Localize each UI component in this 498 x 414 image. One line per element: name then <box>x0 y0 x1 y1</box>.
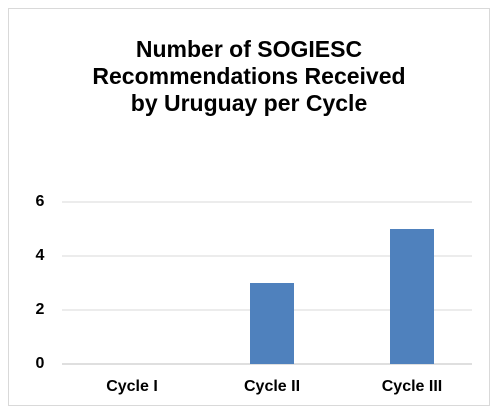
y-tick-label: 2 <box>36 301 45 318</box>
y-tick-label: 0 <box>36 355 45 372</box>
bar <box>390 229 434 364</box>
x-tick-label: Cycle II <box>244 378 300 395</box>
x-tick-label: Cycle III <box>382 378 442 395</box>
bar <box>250 283 294 364</box>
y-tick-label: 6 <box>36 193 45 210</box>
y-tick-label: 4 <box>36 247 45 264</box>
x-tick-label: Cycle I <box>106 378 158 395</box>
chart-title: Number of SOGIESC Recommendations Receiv… <box>92 36 406 116</box>
chart-frame <box>8 8 490 406</box>
